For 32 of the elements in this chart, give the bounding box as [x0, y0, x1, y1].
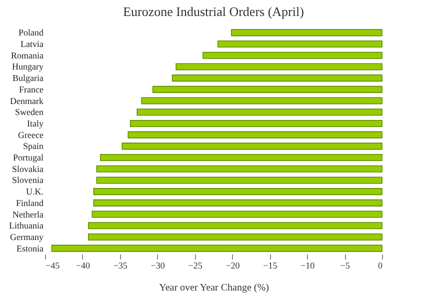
y-tick-label: Latvia: [20, 39, 44, 50]
y-tick-label: Greece: [18, 130, 44, 140]
y-tick-label: Finland: [16, 198, 44, 208]
y-tick-label: Italy: [27, 118, 44, 128]
x-tick-label: −35: [113, 260, 128, 270]
y-tick-label: U.K.: [26, 186, 44, 197]
y-tick-label: Lithuania: [9, 220, 44, 231]
y-tick-label: Portugal: [13, 152, 44, 163]
x-tick-label: −45: [46, 260, 60, 270]
x-axis-title: Year over Year Change (%): [159, 282, 269, 294]
y-tick-label: France: [19, 84, 44, 94]
y-tick-label: Netherla: [12, 209, 44, 220]
y-tick-label: Poland: [18, 28, 44, 38]
x-tick-label: −5: [340, 260, 350, 270]
chart-title: Eurozone Industrial Orders (April): [123, 4, 304, 19]
y-tick-label: Germany: [10, 232, 44, 242]
y-tick-label: Denmark: [10, 96, 44, 106]
x-tick-label: 0: [378, 260, 383, 270]
x-tick-label: −15: [263, 260, 278, 270]
y-tick-label: Slovakia: [12, 164, 44, 174]
x-tick-label: −10: [300, 260, 316, 270]
y-tick-label: Sweden: [15, 107, 44, 118]
x-tick-label: −20: [226, 260, 240, 270]
y-tick-label: Spain: [22, 141, 44, 152]
y-tick-label: Hungary: [12, 62, 44, 72]
y-tick-label: Slovenia: [12, 175, 44, 186]
x-tick-label: −25: [188, 260, 203, 270]
y-tick-label: Bulgaria: [12, 73, 44, 84]
x-tick-label: −30: [150, 260, 166, 270]
y-tick-label: Romania: [11, 50, 44, 60]
x-tick-label: −40: [76, 260, 90, 270]
y-tick-label: Estonia: [16, 243, 44, 254]
